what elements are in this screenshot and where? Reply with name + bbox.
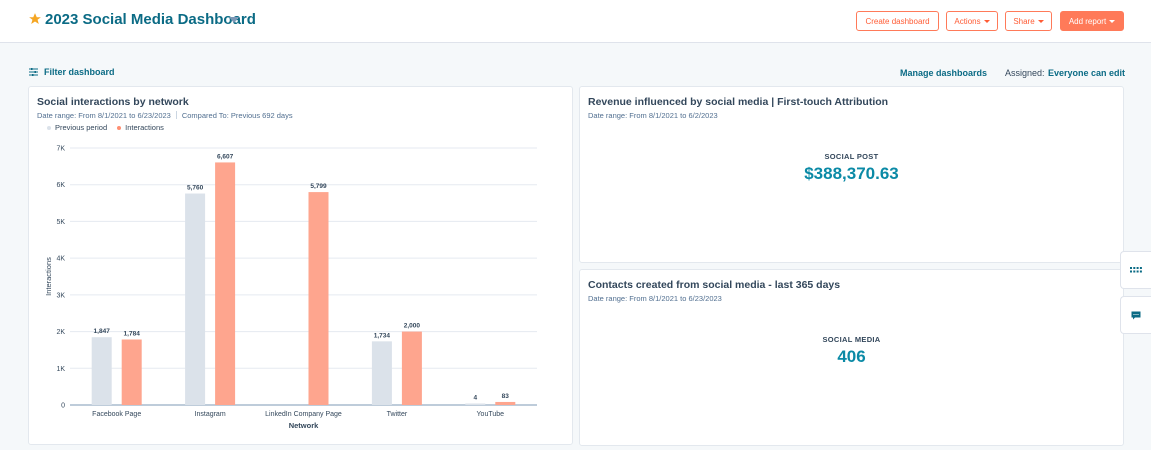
filter-icon[interactable] xyxy=(29,68,38,76)
chevron-down-icon xyxy=(1109,19,1116,23)
y-tick-label: 0 xyxy=(61,403,65,410)
bar xyxy=(91,337,112,405)
card-title: Revenue influenced by social media | Fir… xyxy=(588,96,889,108)
interactions-card: Social interactions by network Date rang… xyxy=(28,86,573,445)
data-label: 2,000 xyxy=(404,323,421,330)
card-title: Contacts created from social media - las… xyxy=(588,279,841,291)
y-tick-label: 6K xyxy=(56,182,65,189)
kpi-value: $388,370.63 xyxy=(804,164,899,183)
bar xyxy=(371,341,392,405)
bar xyxy=(465,403,486,405)
create-dashboard-button[interactable]: Create dashboard xyxy=(856,11,939,31)
legend-label: Previous period xyxy=(55,123,108,132)
bar xyxy=(308,192,329,405)
y-axis-title: Interactions xyxy=(44,257,53,296)
legend-label: Interactions xyxy=(125,123,164,132)
x-tick-label: Facebook Page xyxy=(92,411,141,418)
grid-icon xyxy=(1130,267,1142,273)
kpi-value: 406 xyxy=(837,347,866,366)
add-report-button[interactable]: Add report xyxy=(1060,11,1124,31)
share-button[interactable]: Share xyxy=(1005,11,1052,31)
chevron-down-icon xyxy=(1037,19,1044,23)
chevron-down-icon xyxy=(983,19,990,23)
contacts-card: Contacts created from social media - las… xyxy=(579,269,1124,446)
bar-chart: 0 1K 2K 3K 4K 5K 6K 7K 1,847 1,784 Facebook Page 5,… xyxy=(44,146,537,430)
y-tick-label: 7K xyxy=(56,146,65,153)
y-tick-label: 5K xyxy=(56,219,65,226)
chat-icon xyxy=(1131,311,1141,319)
star-icon[interactable] xyxy=(28,12,42,26)
bar xyxy=(185,193,206,405)
share-label: Share xyxy=(1013,16,1035,26)
legend-dot xyxy=(117,125,122,130)
legend-item-previous[interactable]: Previous period xyxy=(47,123,107,132)
card-date-range: Date range: From 8/1/2021 to 6/23/2023 xyxy=(588,294,722,303)
compared-to-text: Compared To: Previous 692 days xyxy=(181,111,293,120)
assigned-label: Assigned: xyxy=(1005,68,1045,78)
y-tick-label: 4K xyxy=(56,256,65,263)
side-panel-apps-button[interactable] xyxy=(1120,251,1151,289)
card-date-range: Date range: From 8/1/2021 to 6/2/2023 xyxy=(588,111,718,120)
legend-item-interactions[interactable]: Interactions xyxy=(117,123,164,132)
actions-button[interactable]: Actions xyxy=(946,11,998,31)
card-title: Social interactions by network xyxy=(37,96,189,108)
create-dashboard-label: Create dashboard xyxy=(865,16,930,26)
bar xyxy=(401,331,422,405)
filter-dashboard-link[interactable]: Filter dashboard xyxy=(44,67,115,77)
dashboard-switch-caret-icon[interactable] xyxy=(229,17,239,23)
data-label: 4 xyxy=(473,395,477,402)
x-tick-label: Instagram xyxy=(195,411,226,418)
kpi-label: SOCIAL POST xyxy=(824,152,879,161)
bar xyxy=(495,401,516,405)
bar xyxy=(121,339,142,405)
bar xyxy=(215,162,236,405)
actions-label: Actions xyxy=(954,16,981,26)
x-axis-title: Network xyxy=(289,421,319,430)
side-panel-chat-button[interactable] xyxy=(1120,296,1151,334)
data-label: 5,799 xyxy=(310,183,327,190)
date-range-text: Date range: From 8/1/2021 to 6/23/2023 xyxy=(37,111,171,120)
revenue-card: Revenue influenced by social media | Fir… xyxy=(579,86,1124,263)
y-tick-label: 2K xyxy=(56,329,65,336)
data-label: 1,784 xyxy=(124,331,141,338)
kpi-label: SOCIAL MEDIA xyxy=(822,335,881,344)
assigned-value-link[interactable]: Everyone can edit xyxy=(1048,68,1126,78)
card-date-range: Date range: From 8/1/2021 to 6/23/2023 Co… xyxy=(37,111,293,120)
data-label: 1,847 xyxy=(94,328,111,335)
x-tick-label: LinkedIn Company Page xyxy=(265,411,342,418)
y-tick-label: 1K xyxy=(56,366,65,373)
add-report-label: Add report xyxy=(1068,16,1107,26)
data-label: 5,760 xyxy=(187,185,204,192)
x-tick-label: YouTube xyxy=(477,411,505,418)
dashboard-title: 2023 Social Media Dashboard xyxy=(45,11,256,28)
chart-legend: Previous period Interactions xyxy=(47,123,164,132)
manage-dashboards-link[interactable]: Manage dashboards xyxy=(900,68,988,78)
x-tick-label: Twitter xyxy=(387,411,408,418)
legend-dot xyxy=(47,125,51,130)
data-label: 83 xyxy=(502,393,510,400)
data-label: 6,607 xyxy=(217,153,234,160)
top-bar: 2023 Social Media Dashboard Create dashb… xyxy=(0,0,1151,43)
y-tick-label: 3K xyxy=(56,292,65,299)
divider xyxy=(175,111,177,119)
data-label: 1,734 xyxy=(374,332,391,339)
